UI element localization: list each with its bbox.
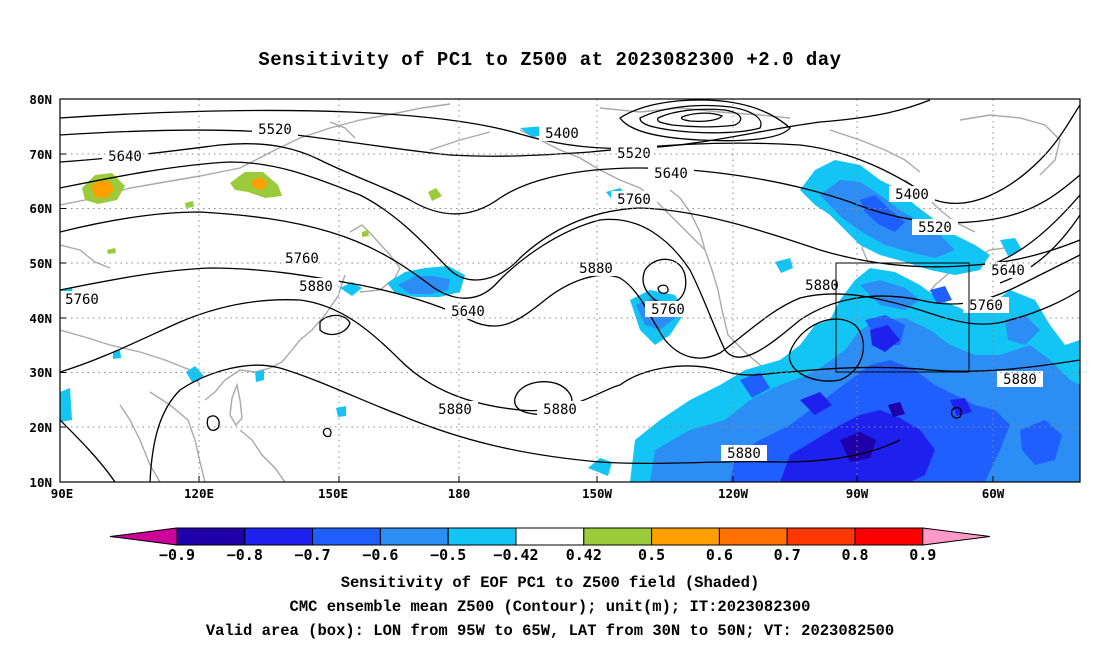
colorbar-label: 0.6 (706, 546, 733, 564)
contour-label: 5880 (727, 446, 761, 462)
lon-axis (198, 476, 994, 482)
lat-label: 20N (29, 420, 52, 435)
contour-label: 5880 (579, 261, 613, 277)
colorbar-swatch (583, 527, 653, 546)
colorbar-label: 0.7 (774, 546, 801, 564)
contour-label: 5880 (805, 278, 839, 294)
lat-axis (60, 98, 66, 428)
contour-label: 5520 (918, 220, 952, 236)
colorbar-swatch (312, 527, 381, 546)
contour-label: 5520 (617, 146, 651, 162)
lon-label: 180 (448, 486, 471, 501)
contour-label: 5880 (1003, 372, 1037, 388)
colorbar-swatch (379, 527, 449, 546)
colorbar-label: −0.8 (227, 546, 263, 564)
colorbar-lower-triangle (109, 527, 178, 546)
contour-label: 5760 (969, 298, 1003, 314)
lon-label: 60W (982, 486, 1005, 501)
contour-label: 5640 (108, 149, 142, 165)
lat-label: 80N (29, 92, 52, 107)
lat-label: 10N (29, 475, 52, 490)
colorbar: −0.9 −0.8 −0.7 −0.6 −0.5 −0.42 0.42 0.5 0.6 0.7 0.… (109, 527, 991, 564)
colorbar-label: 0.5 (638, 546, 665, 564)
contour-label: 5880 (543, 402, 577, 418)
contour-label: 5760 (651, 302, 685, 318)
lat-label: 60N (29, 201, 52, 216)
map-frame (59, 98, 1081, 483)
colorbar-swatch (854, 527, 924, 546)
lon-label: 150W (582, 486, 613, 501)
caption-valid-area: Valid area (box): LON from 95W to 65W, L… (205, 622, 895, 640)
colorbar-label: 0.42 (566, 546, 602, 564)
colorbar-label: −0.7 (295, 546, 331, 564)
colorbar-label: −0.5 (430, 546, 466, 564)
contour-label: 5880 (299, 279, 333, 295)
map-title: Sensitivity of PC1 to Z500 at 2023082300… (258, 49, 842, 71)
contour-label: 5640 (451, 304, 485, 320)
contour-label: 5400 (545, 126, 579, 142)
contour-label: 5520 (258, 122, 292, 138)
colorbar-swatch (447, 527, 517, 546)
lon-label: 90W (846, 486, 869, 501)
colorbar-swatch (651, 527, 720, 546)
lat-label: 40N (29, 311, 52, 326)
lon-label: 120E (184, 486, 214, 501)
lon-label: 150E (318, 486, 348, 501)
colorbar-label: 0.8 (841, 546, 868, 564)
colorbar-swatch (718, 527, 788, 546)
contour-label: 5400 (895, 187, 929, 203)
lat-label: 30N (29, 365, 52, 380)
caption-contour: CMC ensemble mean Z500 (Contour); unit(m… (289, 598, 811, 616)
colorbar-swatch (515, 527, 585, 546)
contour-label: 5880 (438, 402, 472, 418)
colorbar-label: −0.9 (159, 546, 195, 564)
contour-label: 5760 (617, 192, 651, 208)
shaded-sensitivity (60, 126, 1080, 482)
colorbar-upper-triangle (922, 527, 991, 546)
colorbar-label: −0.6 (362, 546, 398, 564)
gridlines (60, 99, 1080, 482)
contour-labels: 5520 5640 5400 5520 5640 5760 5760 5880 … (60, 121, 1043, 462)
colorbar-label: −0.42 (493, 546, 538, 564)
lat-label: 50N (29, 256, 52, 271)
contour-label: 5760 (285, 251, 319, 267)
valid-area-box (835, 262, 970, 373)
contour-label: 5760 (65, 292, 99, 308)
contour-label: 5640 (654, 166, 688, 182)
colorbar-swatch (244, 527, 314, 546)
caption-shaded: Sensitivity of EOF PC1 to Z500 field (Sh… (340, 574, 760, 592)
lat-label: 70N (29, 147, 52, 162)
colorbar-swatch (176, 527, 246, 546)
lon-label: 90E (51, 486, 74, 501)
contour-label: 5640 (991, 263, 1025, 279)
colorbar-swatch (786, 527, 856, 546)
colorbar-label: 0.9 (909, 546, 936, 564)
lon-label: 120W (718, 486, 749, 501)
